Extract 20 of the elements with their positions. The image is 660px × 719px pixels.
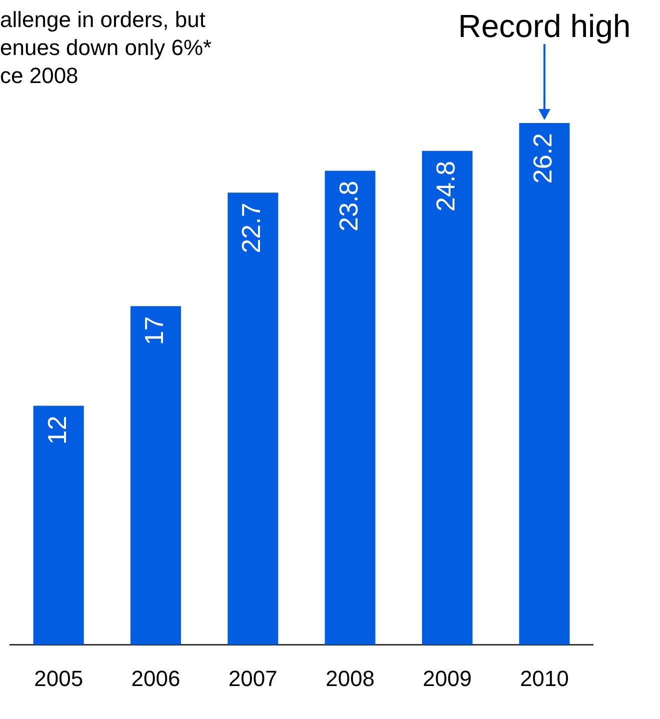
data-label: 22.7 — [236, 202, 266, 254]
bar — [422, 150, 473, 645]
x-tick-label: 2006 — [131, 666, 180, 691]
bar — [33, 406, 84, 645]
data-label: 12 — [42, 416, 72, 445]
bar — [519, 123, 570, 645]
text: allenge in orders, but enues down only 6%* ce 2008 — [0, 6, 212, 90]
annotation: Record high — [458, 8, 631, 44]
x-tick-label: 2009 — [422, 666, 472, 691]
bar — [228, 192, 278, 645]
x-tick-label: 2007 — [228, 666, 278, 691]
data-label: 17 — [138, 316, 169, 346]
x-tick-label: 2005 — [34, 666, 84, 691]
x-tick-label: 2010 — [520, 666, 569, 691]
bar — [324, 170, 376, 645]
data-label: 26.2 — [528, 133, 558, 184]
x-tick-label: 2008 — [326, 666, 375, 691]
data-label: 23.8 — [333, 180, 364, 232]
bar — [130, 306, 182, 645]
data-label: 24.8 — [430, 160, 460, 212]
